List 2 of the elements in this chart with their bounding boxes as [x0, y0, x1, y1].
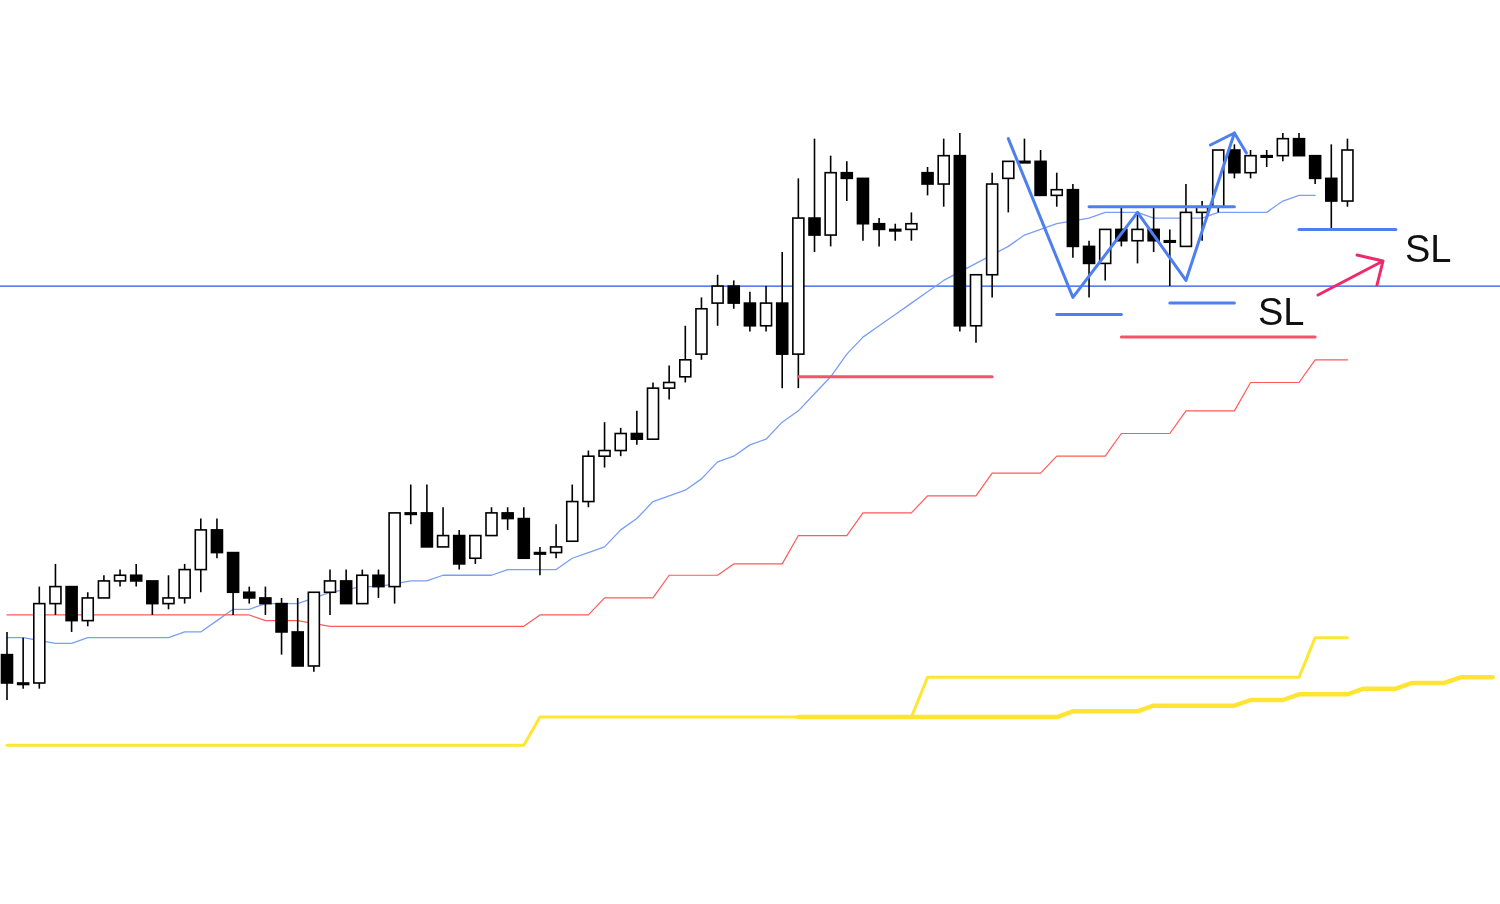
annotation: SL: [1258, 291, 1305, 333]
annotation: SL: [1405, 228, 1452, 270]
